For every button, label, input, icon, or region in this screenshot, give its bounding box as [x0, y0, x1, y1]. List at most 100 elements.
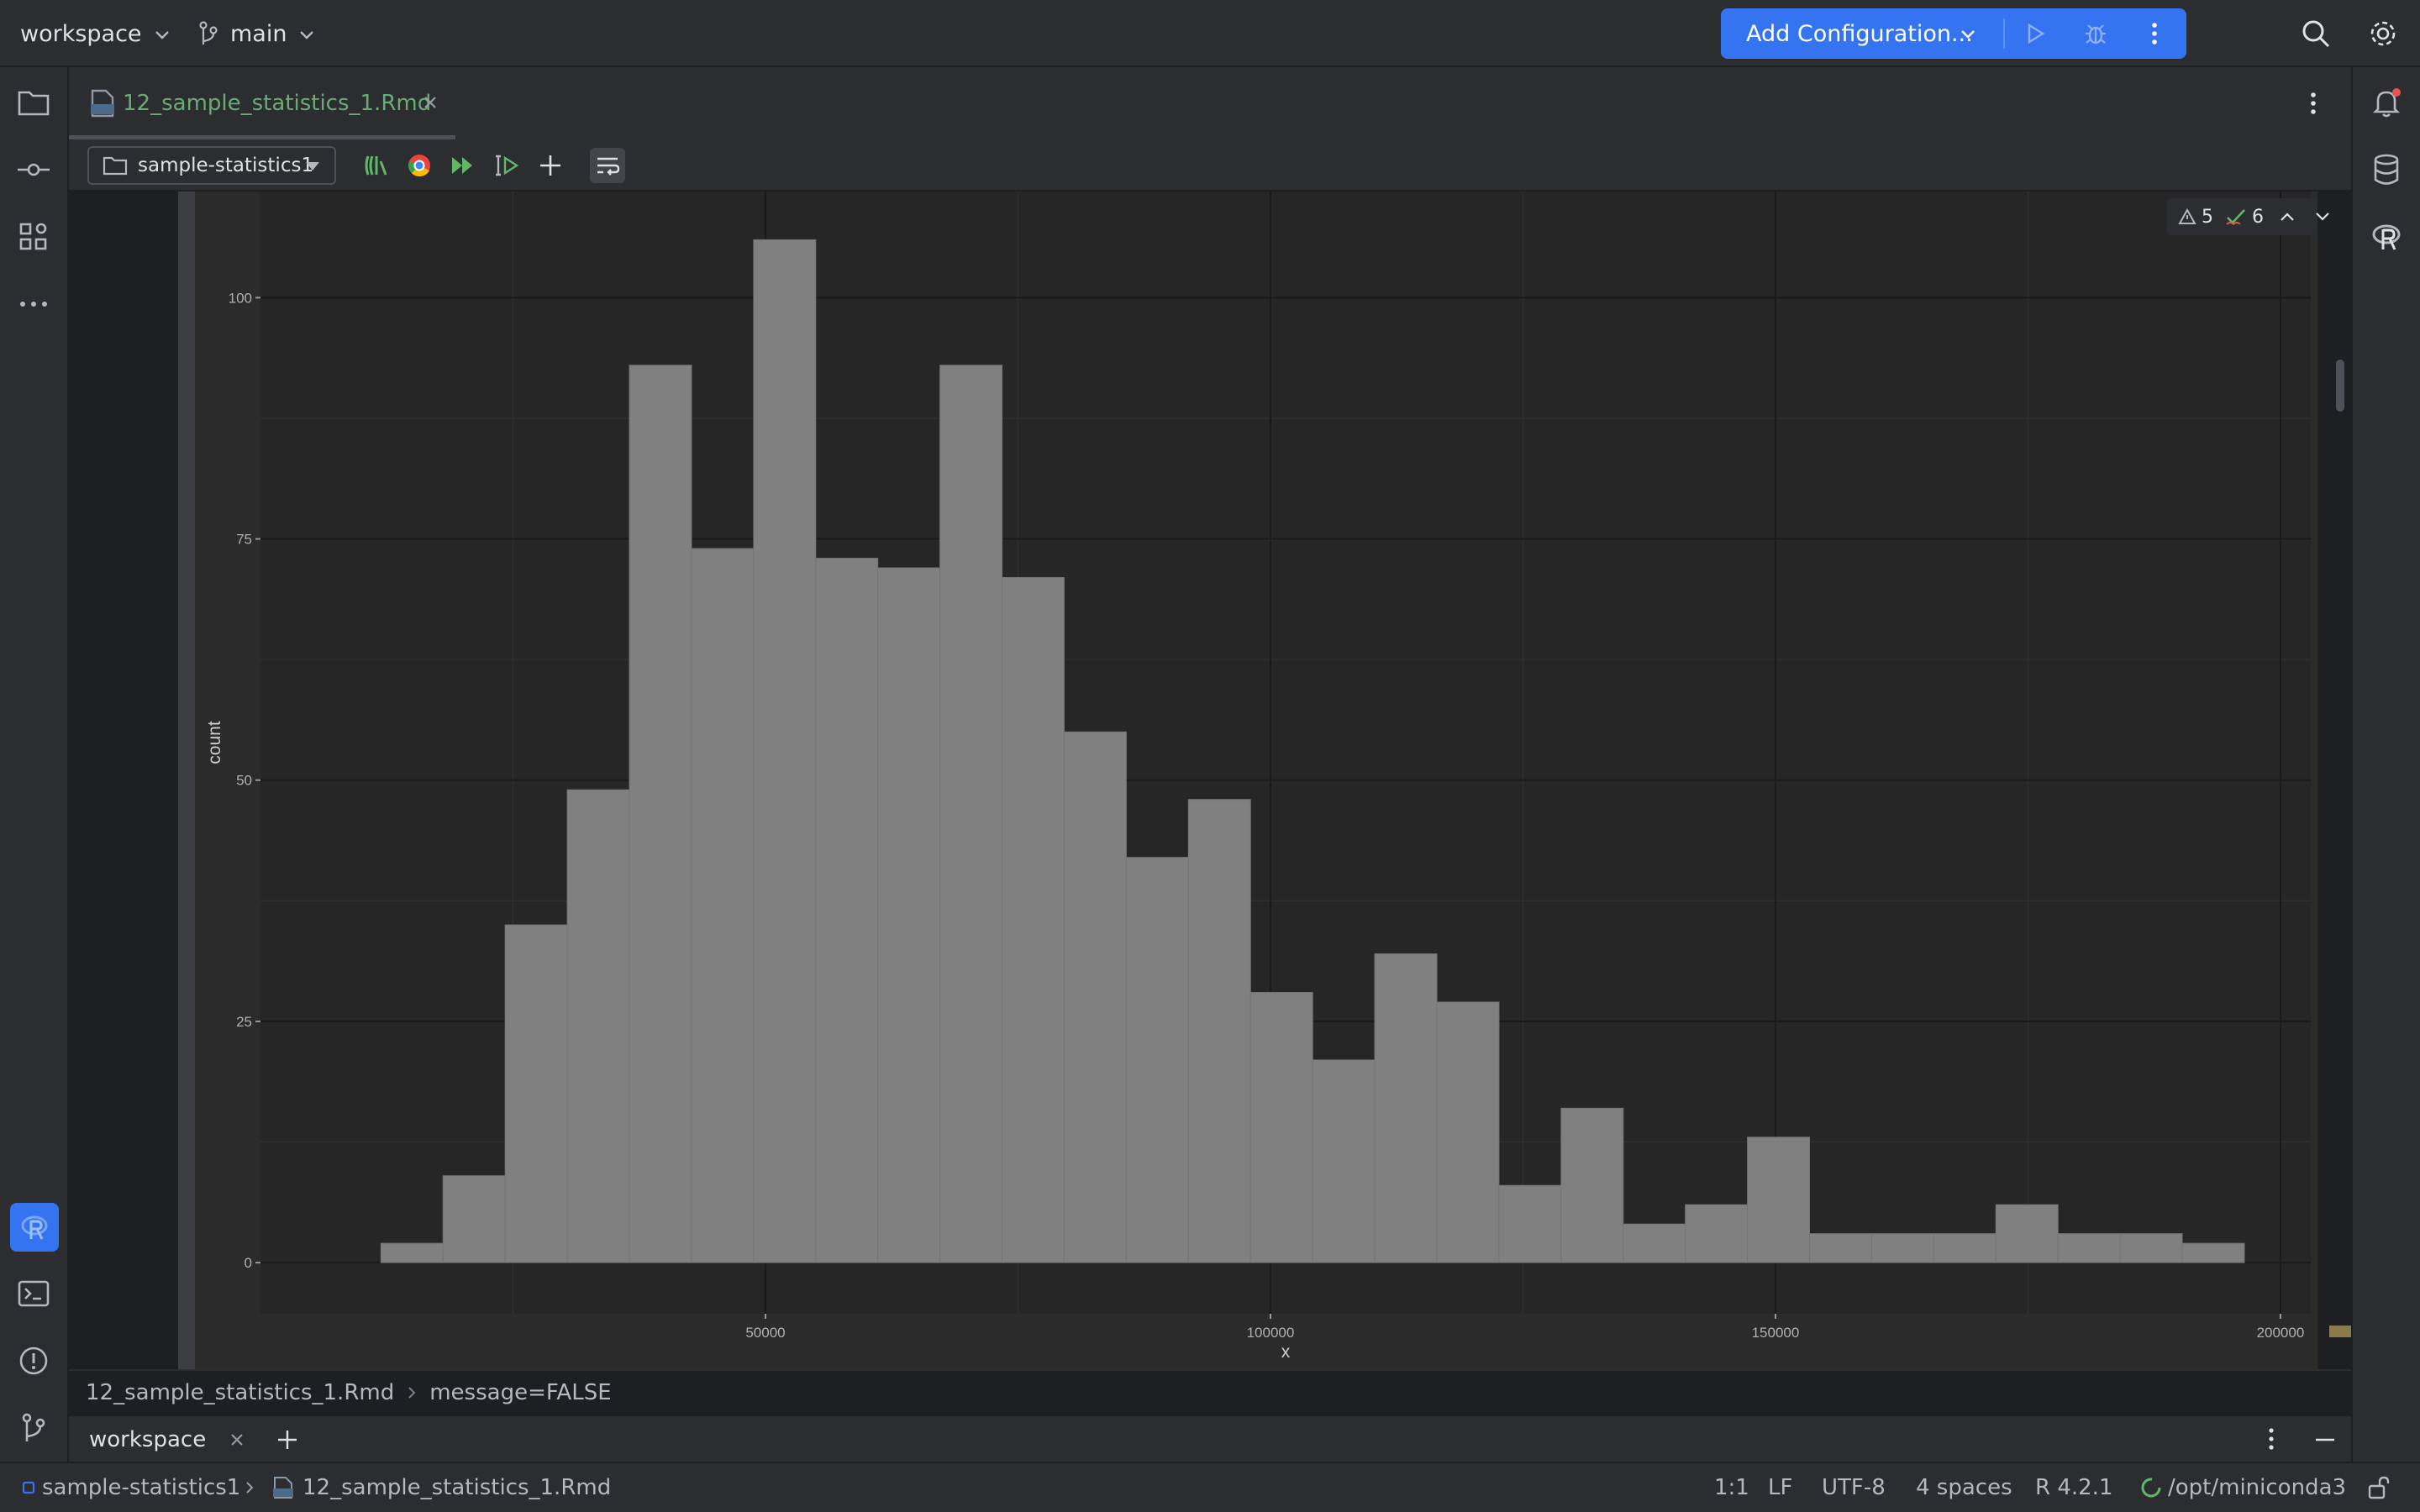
notifications-bell-icon[interactable] [2366, 82, 2407, 123]
axes: 0 25 50 75 100 50000 100000 150000 200000 [229, 290, 2305, 1341]
more-vertical-icon[interactable] [2309, 91, 2317, 119]
interpreter-path-label: /opt/miniconda3 [2168, 1475, 2347, 1500]
weak-warnings-count[interactable]: 6 [2225, 207, 2264, 228]
histogram-bar [1187, 799, 1251, 1263]
previous-highlight-icon[interactable] [2279, 211, 2296, 223]
indent-setting[interactable]: 4 spaces [1916, 1475, 2012, 1500]
branch-icon [198, 21, 218, 46]
terminal-icon[interactable] [13, 1273, 54, 1314]
status-project-label: sample-statistics1 [42, 1475, 241, 1500]
chunk-selector[interactable]: sample-statistics1 [87, 146, 336, 185]
r-console-icon[interactable] [10, 1203, 59, 1252]
scrollbar-thumb[interactable] [2336, 360, 2344, 412]
knit-icon[interactable] [358, 148, 393, 183]
title-bar: workspace main Add Configuration... [0, 0, 2420, 67]
histogram-bars [380, 239, 2245, 1263]
close-icon[interactable] [422, 94, 439, 114]
debug-icon[interactable] [2079, 17, 2112, 50]
run-icon[interactable] [2018, 17, 2052, 50]
run-all-chunks-icon[interactable] [445, 148, 481, 183]
minimize-icon[interactable] [2314, 1431, 2336, 1452]
histogram-bar [1312, 1059, 1376, 1263]
soft-wrap-icon[interactable] [590, 148, 625, 183]
more-vertical-icon[interactable] [2138, 17, 2171, 50]
chunk-output-plot: 0 25 50 75 100 50000 100000 150000 200000 x coun… [195, 192, 2317, 1369]
terminal-tab-bar: workspace [69, 1415, 2351, 1462]
run-from-cursor-icon[interactable] [489, 148, 524, 183]
project-folder-icon[interactable] [13, 82, 54, 123]
separator [2003, 18, 2005, 49]
problems-icon[interactable] [13, 1341, 54, 1381]
git-icon[interactable] [13, 1408, 54, 1448]
caret-position[interactable]: 1:1 [1714, 1475, 1749, 1500]
inspection-widget[interactable]: 5 6 [2166, 198, 2329, 235]
editor-tab[interactable]: 12_sample_statistics_1.Rmd [69, 67, 455, 139]
y-tick-label: 75 [236, 532, 252, 548]
breadcrumb-file[interactable]: 12_sample_statistics_1.Rmd [86, 1380, 395, 1405]
more-horizontal-icon[interactable] [13, 284, 54, 324]
warnings-count[interactable]: 5 [2178, 207, 2213, 228]
chunk-output-strip [178, 192, 195, 1369]
editor-tab-bar: 12_sample_statistics_1.Rmd [69, 67, 2351, 139]
rmarkdown-file-icon [272, 1476, 294, 1499]
histogram-bar [1374, 953, 1438, 1263]
editor-scrollbar[interactable] [2329, 192, 2351, 1369]
search-icon[interactable] [2301, 18, 2331, 52]
warnings-count-label: 5 [2202, 206, 2213, 228]
terminal-tab-label: workspace [89, 1427, 207, 1452]
histogram-bar [1249, 991, 1313, 1263]
y-tick-label: 100 [229, 290, 252, 306]
run-configuration-widget: Add Configuration... [1721, 8, 2186, 59]
next-highlight-icon[interactable] [2314, 211, 2331, 223]
add-chunk-icon[interactable] [533, 148, 568, 183]
run-configuration-selector[interactable]: Add Configuration... [1746, 20, 1973, 47]
close-icon[interactable] [229, 1432, 245, 1447]
chevron-down-icon [298, 21, 315, 47]
status-file-label: 12_sample_statistics_1.Rmd [302, 1475, 612, 1500]
file-encoding[interactable]: UTF-8 [1822, 1475, 1886, 1500]
line-separator[interactable]: LF [1768, 1475, 1793, 1500]
settings-gear-icon[interactable] [2368, 18, 2398, 52]
interpreter-path[interactable]: /opt/miniconda3 [2139, 1463, 2346, 1512]
project-selector[interactable]: workspace [20, 0, 171, 67]
add-terminal-icon[interactable] [276, 1429, 298, 1451]
commit-icon[interactable] [13, 150, 54, 190]
status-file[interactable]: 12_sample_statistics_1.Rmd [272, 1463, 611, 1512]
editor-tab-label: 12_sample_statistics_1.Rmd [123, 91, 432, 116]
warning-icon [2178, 208, 2196, 225]
r-version[interactable]: R 4.2.1 [2035, 1475, 2113, 1500]
histogram-bar [1685, 1204, 1749, 1263]
database-icon[interactable] [2366, 150, 2407, 190]
left-tool-strip [0, 67, 69, 1462]
terminal-tab[interactable]: workspace [89, 1416, 298, 1463]
histogram-bar [1436, 1001, 1500, 1263]
chevron-right-icon [245, 1463, 254, 1512]
y-axis-label: count [205, 721, 224, 764]
r-tools-icon[interactable] [2366, 217, 2407, 257]
loading-spinner-icon [2139, 1476, 2163, 1499]
more-vertical-icon[interactable] [2267, 1426, 2275, 1455]
x-tick-label: 150000 [1752, 1325, 1800, 1341]
histogram-bar [815, 558, 879, 1263]
histogram-bar [380, 1242, 444, 1263]
scrollbar-warning-marker[interactable] [2329, 1326, 2351, 1337]
chrome-preview-icon[interactable] [402, 148, 437, 183]
y-tick-label: 25 [236, 1014, 252, 1030]
histogram-bar [2119, 1233, 2183, 1263]
breadcrumb-chunk-option[interactable]: message=FALSE [429, 1380, 612, 1405]
x-tick-label: 50000 [745, 1325, 785, 1341]
chevron-right-icon [408, 1386, 416, 1399]
histogram-bar [1747, 1137, 1811, 1263]
branch-selector[interactable]: main [198, 0, 315, 67]
breadcrumb: 12_sample_statistics_1.Rmd message=FALSE [69, 1369, 2351, 1415]
module-icon [22, 1481, 35, 1494]
chevron-down-icon [154, 21, 171, 47]
structure-icon[interactable] [13, 217, 54, 257]
histogram-bar [1809, 1233, 1872, 1263]
status-project[interactable]: sample-statistics1 [22, 1463, 240, 1512]
chunk-selector-label: sample-statistics1 [138, 155, 314, 176]
editor-area[interactable]: 0 25 50 75 100 50000 100000 150000 200000 x coun… [69, 192, 2351, 1369]
lock-icon[interactable] [2366, 1463, 2391, 1512]
weak-warnings-count-label: 6 [2252, 206, 2264, 228]
rmarkdown-file-icon [89, 89, 116, 121]
